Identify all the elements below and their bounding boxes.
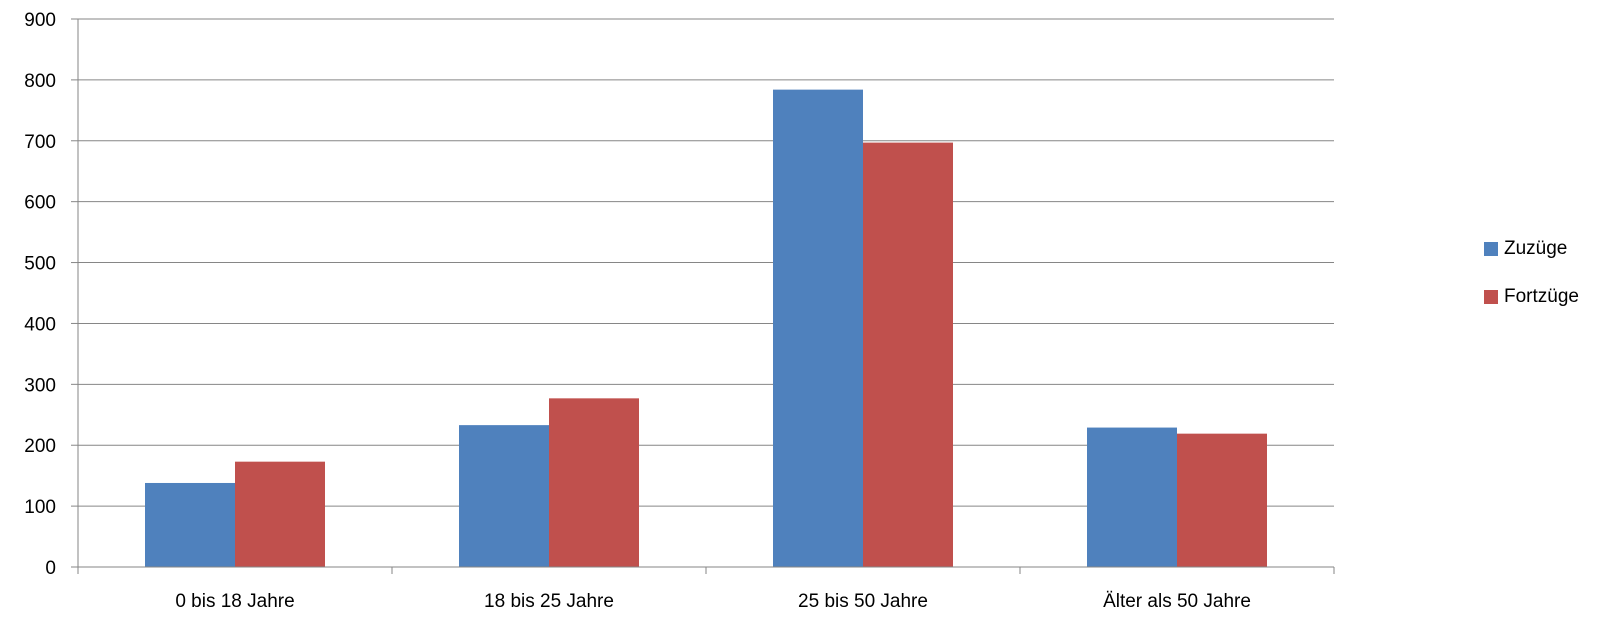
legend-label-zuzuege: Zuzüge <box>1504 238 1568 259</box>
y-tick-label-100: 100 <box>24 497 56 518</box>
bar-zuzuege-0 <box>145 482 235 567</box>
bar-zuzuege-2 <box>773 89 863 568</box>
y-tick-label-400: 400 <box>24 314 56 335</box>
y-tick-label-300: 300 <box>24 375 56 396</box>
x-tick-label-1: 18 bis 25 Jahre <box>484 591 614 612</box>
bars <box>145 89 1267 568</box>
y-tick-label-700: 700 <box>24 132 56 153</box>
axes <box>71 18 1335 574</box>
x-tick-label-3: Älter als 50 Jahre <box>1103 591 1251 612</box>
bar-fortzuege-1 <box>549 398 639 567</box>
legend-item-zuzuege: Zuzüge <box>1484 237 1579 261</box>
y-tick-label-500: 500 <box>24 254 56 275</box>
gridlines <box>78 18 1334 507</box>
y-tick-label-900: 900 <box>24 10 56 31</box>
y-tick-label-800: 800 <box>24 71 56 92</box>
y-tick-label-0: 0 <box>45 558 56 579</box>
bar-zuzuege-3 <box>1087 427 1177 567</box>
bar-fortzuege-2 <box>863 142 953 568</box>
tick-labels: 0 100 200 300 400 500 600 700 800 900 0 bis 18 Jah… <box>24 10 1251 612</box>
y-tick-label-200: 200 <box>24 436 56 457</box>
legend-label-fortzuege: Fortzüge <box>1504 286 1579 307</box>
bar-fortzuege-0 <box>235 461 325 567</box>
legend-item-fortzuege: Fortzüge <box>1484 285 1579 309</box>
legend-swatch-zuzuege <box>1484 242 1498 256</box>
x-tick-label-2: 25 bis 50 Jahre <box>798 591 928 612</box>
bar-fortzuege-3 <box>1177 433 1267 567</box>
bar-zuzuege-1 <box>459 425 549 567</box>
legend-swatch-fortzuege <box>1484 290 1498 304</box>
x-tick-label-0: 0 bis 18 Jahre <box>175 591 294 612</box>
legend: Zuzüge Fortzüge <box>1484 237 1579 333</box>
y-tick-label-600: 600 <box>24 193 56 214</box>
